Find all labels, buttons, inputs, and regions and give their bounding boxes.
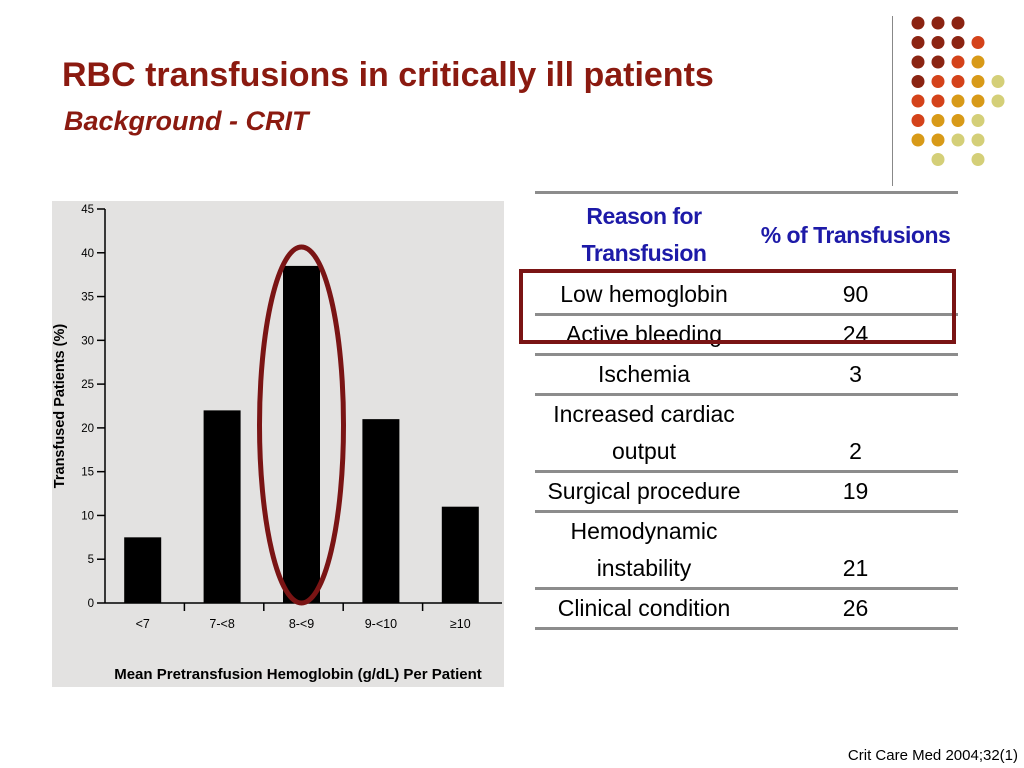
reason-cell: Hemodynamic instability xyxy=(535,511,753,590)
highlight-ellipse xyxy=(257,244,346,606)
x-tick-label: <7 xyxy=(136,617,150,631)
reason-cell: Clinical condition xyxy=(535,588,753,630)
decorative-dot xyxy=(971,114,985,127)
decorative-dot xyxy=(911,75,925,88)
table-header-row: Reason for Transfusion % of Transfusions xyxy=(535,191,958,276)
percent-cell: 3 xyxy=(753,354,958,396)
y-tick-label: 0 xyxy=(88,598,94,610)
y-tick-label: 10 xyxy=(81,510,94,522)
decorative-dot xyxy=(971,133,985,147)
x-tick-label: 9-<10 xyxy=(365,617,397,631)
slide-subtitle: Background - CRIT xyxy=(64,106,309,136)
decorative-dot xyxy=(911,133,925,147)
decorative-dot xyxy=(931,133,945,147)
decorative-dot xyxy=(951,55,965,69)
decorative-dot xyxy=(971,55,985,69)
column-header-percent: % of Transfusions xyxy=(753,191,958,276)
decorative-dot xyxy=(991,94,1005,108)
reason-cell: Active bleeding xyxy=(535,314,753,356)
reason-cell: Low hemoglobin xyxy=(535,276,753,316)
y-tick-label: 35 xyxy=(81,292,94,304)
decorative-dot xyxy=(931,16,945,30)
percent-cell: 2 xyxy=(753,394,958,473)
decorative-dot xyxy=(931,153,945,166)
decorative-dot xyxy=(931,114,945,127)
transfusion-reasons-table-wrap: Reason for Transfusion % of Transfusions… xyxy=(535,191,958,630)
bar-0 xyxy=(124,537,162,603)
percent-cell: 90 xyxy=(753,276,958,316)
reason-cell: Increased cardiac output xyxy=(535,394,753,473)
table-row: Ischemia 3 xyxy=(535,354,958,396)
y-tick-label: 20 xyxy=(81,423,94,435)
decorative-dot xyxy=(971,153,985,166)
x-tick-label: 7-<8 xyxy=(209,617,234,631)
table-row: Clinical condition 26 xyxy=(535,588,958,630)
decorative-dot xyxy=(971,36,985,49)
decorative-dot xyxy=(951,114,965,127)
decorative-dot-grid xyxy=(911,16,1005,166)
y-tick-label: 40 xyxy=(81,248,94,260)
table-row: Low hemoglobin 90 xyxy=(535,276,958,316)
percent-cell: 24 xyxy=(753,314,958,356)
percent-cell: 26 xyxy=(753,588,958,630)
table-row: Increased cardiac output 2 xyxy=(535,394,958,473)
slide-title: RBC transfusions in critically ill patie… xyxy=(62,56,714,94)
decorative-dot xyxy=(951,36,965,49)
decorative-dot xyxy=(951,16,965,30)
decorative-dot xyxy=(911,16,925,30)
decorative-dot xyxy=(991,75,1005,88)
table-row: Surgical procedure 19 xyxy=(535,471,958,513)
y-axis-label: Transfused Patients (%) xyxy=(52,324,68,489)
bar-4 xyxy=(441,506,479,603)
decorative-dot xyxy=(971,75,985,88)
decorative-divider xyxy=(892,16,893,186)
bar-2 xyxy=(283,265,320,603)
reason-cell: Surgical procedure xyxy=(535,471,753,513)
decorative-dot xyxy=(951,94,965,108)
percent-cell: 21 xyxy=(753,511,958,590)
table-row: Active bleeding 24 xyxy=(535,314,958,356)
bar-chart-panel: 0 5 10 15 20 25 30 35 40 45 <7 7-<8 8-<9 9-<10 ≥10 Mean… xyxy=(52,201,504,687)
decorative-dot xyxy=(931,94,945,108)
table-body: Low hemoglobin 90 Active bleeding 24 Ischemi… xyxy=(535,276,958,630)
y-tick-label: 25 xyxy=(81,379,94,391)
highlight-box-top-reasons xyxy=(519,269,956,344)
reason-cell: Ischemia xyxy=(535,354,753,396)
bar-3 xyxy=(362,419,400,603)
transfusion-reasons-table: Reason for Transfusion % of Transfusions… xyxy=(535,191,958,630)
decorative-dot xyxy=(911,36,925,49)
column-header-reason: Reason for Transfusion xyxy=(535,191,753,276)
y-tick-label: 30 xyxy=(81,335,94,347)
decorative-dot xyxy=(911,114,925,127)
x-tick-label: 8-<9 xyxy=(289,617,314,631)
y-tick-label: 45 xyxy=(81,204,94,216)
decorative-dot xyxy=(931,75,945,88)
y-tick-label: 15 xyxy=(81,467,94,479)
decorative-dot xyxy=(931,36,945,49)
decorative-dot xyxy=(931,55,945,69)
decorative-dot xyxy=(951,133,965,147)
x-axis-label: Mean Pretransfusion Hemoglobin (g/dL) Pe… xyxy=(114,666,482,683)
decorative-dot xyxy=(911,55,925,69)
citation: Crit Care Med 2004;32(1) xyxy=(847,747,1018,764)
percent-cell: 19 xyxy=(753,471,958,513)
y-tick-label: 5 xyxy=(88,554,94,566)
x-tick-label: ≥10 xyxy=(450,617,471,631)
table-row: Hemodynamic instability 21 xyxy=(535,511,958,590)
decorative-dot xyxy=(911,94,925,108)
bar-chart: 0 5 10 15 20 25 30 35 40 45 <7 7-<8 8-<9 9-<10 ≥10 Mean… xyxy=(52,204,502,683)
decorative-dot xyxy=(971,94,985,108)
bar-1 xyxy=(203,410,241,603)
decorative-dot xyxy=(951,75,965,88)
